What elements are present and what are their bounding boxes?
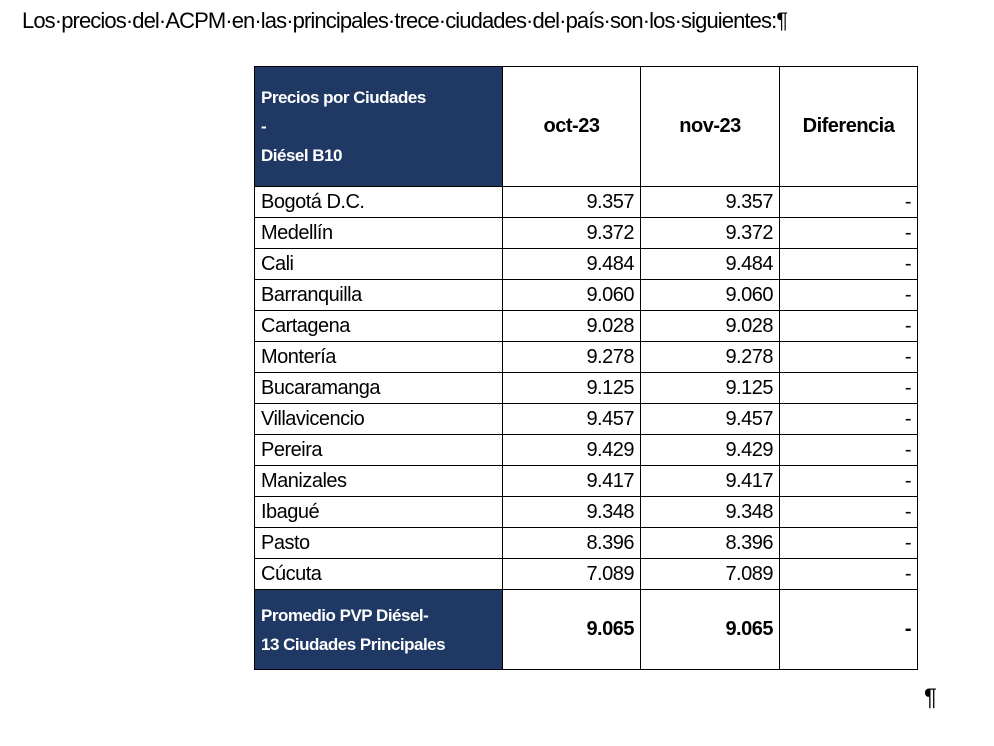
- value-cell: -: [779, 372, 918, 404]
- table-row: Bogotá D.C. 9.357 9.357-: [254, 186, 918, 218]
- value-cell: 9.372: [640, 217, 780, 249]
- city-cell: Montería: [254, 341, 503, 373]
- city-cell: Ibagué: [254, 496, 503, 528]
- value-cell: 8.396: [640, 527, 780, 559]
- city-cell: Cúcuta: [254, 558, 503, 590]
- value-cell: 9.125: [640, 372, 780, 404]
- value-cell: 9.457: [640, 403, 780, 435]
- value-cell: 9.278: [640, 341, 780, 373]
- table-row: Cúcuta 7.089 7.089-: [254, 558, 918, 590]
- city-cell: Cartagena: [254, 310, 503, 342]
- value-cell: 9.060: [640, 279, 780, 311]
- table-row: Ibagué 9.348 9.348-: [254, 496, 918, 528]
- value-cell: 7.089: [502, 558, 641, 590]
- value-cell: 7.089: [640, 558, 780, 590]
- header-cell: Precios por Ciudades - Diésel B10: [254, 66, 503, 187]
- footer-label: Promedio PVP Diésel- 13 Ciudades Principa…: [254, 589, 503, 670]
- value-cell: -: [779, 248, 918, 280]
- city-cell: Villavicencio: [254, 403, 503, 435]
- table-row: Villavicencio 9.457 9.457-: [254, 403, 918, 435]
- city-cell: Manizales: [254, 465, 503, 497]
- table-row: Pasto 8.396 8.396-: [254, 527, 918, 559]
- city-cell: Bogotá D.C.: [254, 186, 503, 218]
- column-header: nov-23: [640, 66, 780, 187]
- price-table: Precios por Ciudades - Diésel B10 oct-23 nov…: [254, 66, 918, 670]
- table-row: Cali 9.484 9.484-: [254, 248, 918, 280]
- value-cell: 9.484: [640, 248, 780, 280]
- value-cell: -: [779, 403, 918, 435]
- header-row: Precios por Ciudades - Diésel B10 oct-23 nov…: [254, 66, 918, 187]
- value-cell: -: [779, 279, 918, 311]
- table-row: Bucaramanga 9.125 9.125-: [254, 372, 918, 404]
- value-cell: 9.028: [502, 310, 641, 342]
- value-cell: 9.348: [502, 496, 641, 528]
- value-cell: 9.417: [640, 465, 780, 497]
- table-row: Barranquilla 9.060 9.060-: [254, 279, 918, 311]
- value-cell: -: [779, 465, 918, 497]
- intro-text: Los·precios·del·ACPM·en·las·principales·…: [22, 8, 788, 33]
- city-cell: Barranquilla: [254, 279, 503, 311]
- value-cell: -: [779, 310, 918, 342]
- value-cell: 9.429: [640, 434, 780, 466]
- city-cell: Cali: [254, 248, 503, 280]
- city-cell: Pereira: [254, 434, 503, 466]
- header-line: -: [261, 117, 267, 136]
- value-cell: 9.357: [502, 186, 641, 218]
- paragraph-mark: ¶: [924, 684, 937, 711]
- value-cell: 9.125: [502, 372, 641, 404]
- table-row: Pereira 9.429 9.429-: [254, 434, 918, 466]
- value-cell: 9.429: [502, 434, 641, 466]
- column-header: Diferencia: [779, 66, 918, 187]
- value-cell: 9.060: [502, 279, 641, 311]
- header-line: Precios por Ciudades: [261, 88, 426, 107]
- footer-line: 13 Ciudades Principales: [261, 634, 446, 654]
- footer-value: 9.065: [502, 589, 641, 670]
- value-cell: 9.484: [502, 248, 641, 280]
- value-cell: 9.457: [502, 403, 641, 435]
- header-line: Diésel B10: [261, 146, 343, 165]
- value-cell: -: [779, 186, 918, 218]
- footer-value: 9.065: [640, 589, 780, 670]
- city-cell: Medellín: [254, 217, 503, 249]
- city-cell: Pasto: [254, 527, 503, 559]
- value-cell: 9.028: [640, 310, 780, 342]
- value-cell: -: [779, 341, 918, 373]
- value-cell: 9.372: [502, 217, 641, 249]
- table-row: Montería 9.278 9.278-: [254, 341, 918, 373]
- value-cell: -: [779, 217, 918, 249]
- table-row: Cartagena 9.028 9.028-: [254, 310, 918, 342]
- value-cell: -: [779, 558, 918, 590]
- footer-value: -: [779, 589, 918, 670]
- column-header: oct-23: [502, 66, 641, 187]
- city-cell: Bucaramanga: [254, 372, 503, 404]
- value-cell: 9.348: [640, 496, 780, 528]
- value-cell: 9.278: [502, 341, 641, 373]
- table-row: Medellín 9.372 9.372-: [254, 217, 918, 249]
- footer-row: Promedio PVP Diésel- 13 Ciudades Principa…: [254, 589, 918, 670]
- footer-line: Promedio PVP Diésel-: [261, 605, 429, 625]
- table-body: Precios por Ciudades - Diésel B10 oct-23 nov…: [254, 66, 918, 670]
- value-cell: -: [779, 496, 918, 528]
- value-cell: -: [779, 434, 918, 466]
- value-cell: 8.396: [502, 527, 641, 559]
- table-row: Manizales 9.417 9.417-: [254, 465, 918, 497]
- value-cell: 9.357: [640, 186, 780, 218]
- value-cell: 9.417: [502, 465, 641, 497]
- value-cell: -: [779, 527, 918, 559]
